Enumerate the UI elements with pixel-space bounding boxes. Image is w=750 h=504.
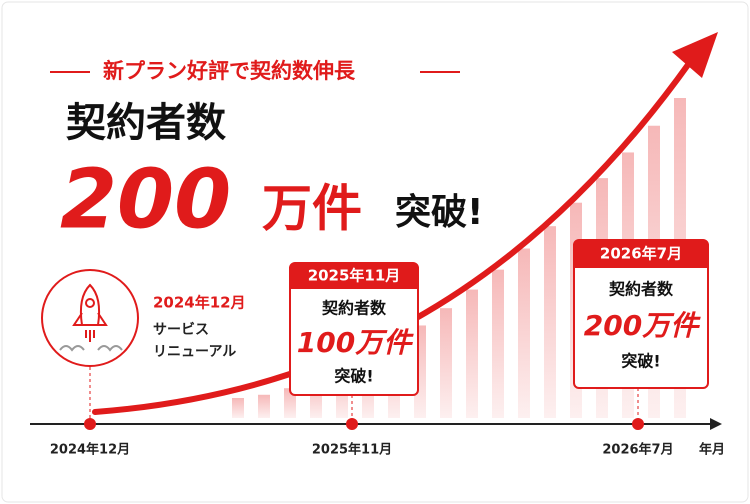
milestone-text: リニューアル (153, 344, 236, 360)
callout-text: 契約者数 (321, 299, 387, 318)
callout-date: 2025年11月 (308, 267, 401, 285)
decor-bar (492, 269, 504, 418)
decor-bar (466, 289, 478, 418)
callout-text: 契約者数 (608, 280, 674, 299)
callout-header (290, 263, 418, 289)
rocket-icon (59, 283, 123, 352)
title-number: 200 (60, 152, 231, 247)
timeline-dot (84, 418, 96, 430)
timeline-dot (632, 418, 644, 430)
timeline-dot (346, 418, 358, 430)
callout-number: 200万件 (584, 309, 701, 342)
headline: 新プラン好評で契約数伸長 (103, 59, 356, 83)
decor-bar (232, 398, 244, 418)
callout-text: 突破! (621, 352, 660, 371)
callout-date: 2026年7月 (600, 245, 682, 263)
title-suffix: 突破! (395, 192, 483, 233)
rocket-badge (41, 269, 139, 367)
milestone-date: 2024年12月 (153, 294, 246, 312)
callout-header (574, 240, 708, 268)
decor-bar (440, 308, 452, 418)
axis-unit: 年月 (699, 442, 725, 458)
milestone-text: サービス (153, 322, 209, 338)
decor-bar (518, 248, 530, 418)
curve-arrowhead (672, 32, 718, 78)
axis-label: 2026年7月 (602, 442, 673, 458)
title-unit: 万件 (262, 180, 362, 238)
decor-bar (258, 394, 270, 418)
axis-label: 2024年12月 (50, 442, 130, 458)
callout-number: 100万件 (297, 326, 414, 359)
timeline-arrow (710, 418, 722, 430)
callout-text: 突破! (334, 367, 373, 386)
decor-bar (544, 226, 556, 418)
axis-label: 2025年11月 (312, 442, 392, 458)
title-label: 契約者数 (66, 100, 226, 146)
